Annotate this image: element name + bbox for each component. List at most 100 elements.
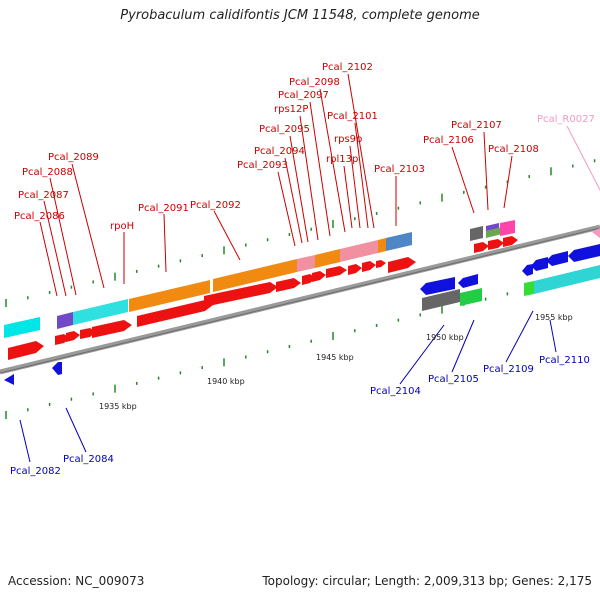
gene-arrow-2109-b bbox=[531, 257, 548, 271]
feature-bar-2103 bbox=[386, 232, 412, 251]
leader-line bbox=[299, 115, 319, 241]
gene-arrow-2103 bbox=[388, 257, 416, 273]
label-pcal-2084: Pcal_2084 bbox=[63, 454, 114, 465]
gene-arrow-rps12p bbox=[326, 266, 347, 278]
gene-arrow-rpoh-a bbox=[92, 320, 132, 338]
feature-bar-2108 bbox=[500, 220, 515, 236]
gene-arrow-2104-b bbox=[458, 274, 478, 288]
feature-bar-2092 bbox=[213, 259, 297, 292]
genome-axis bbox=[0, 224, 600, 375]
tick-row-lower bbox=[5, 271, 596, 419]
gene-arrow-2102 bbox=[376, 260, 386, 268]
tick-row-upper bbox=[5, 159, 596, 307]
leader-line bbox=[347, 73, 375, 229]
leader-line bbox=[163, 213, 167, 273]
gene-arrow-2097 bbox=[348, 264, 362, 275]
scale-label-1940: 1940 kbp bbox=[207, 377, 245, 386]
label-rps9p: rps9p bbox=[334, 134, 362, 145]
leader-line bbox=[284, 157, 303, 244]
map-title: Pyrobaculum calidifontis JCM 11548, comp… bbox=[120, 8, 480, 23]
label-pcal-2110: Pcal_2110 bbox=[539, 355, 590, 366]
leader-line bbox=[19, 419, 31, 463]
leader-line bbox=[483, 131, 489, 211]
leader-line bbox=[49, 177, 77, 296]
label-pcal-2097: Pcal_2097 bbox=[278, 90, 329, 101]
leader-line bbox=[309, 101, 331, 237]
gene-arrow-2084 bbox=[52, 362, 62, 375]
label-pcal-2106: Pcal_2106 bbox=[423, 135, 474, 146]
feature-bar-2109 bbox=[524, 281, 534, 296]
feature-bar-2094 bbox=[297, 255, 315, 272]
leader-line bbox=[71, 163, 105, 289]
label-pcal-2082: Pcal_2082 bbox=[10, 466, 61, 477]
label-leader-lines bbox=[19, 73, 600, 463]
label-pcal-2109: Pcal_2109 bbox=[483, 364, 534, 375]
leader-line bbox=[65, 407, 87, 453]
label-pcal-2092: Pcal_2092 bbox=[190, 200, 241, 211]
leader-line bbox=[39, 221, 58, 297]
leader-line bbox=[343, 165, 353, 229]
label-pcal-2087: Pcal_2087 bbox=[18, 190, 69, 201]
gene-arrow-2095 bbox=[312, 271, 326, 282]
leader-line bbox=[277, 171, 296, 247]
label-pcal-2094: Pcal_2094 bbox=[254, 146, 305, 157]
gene-arrow-2110-b bbox=[568, 244, 600, 262]
label-pcal-2091: Pcal_2091 bbox=[138, 203, 189, 214]
forward-labels: Pcal_2086 Pcal_2087 Pcal_2088 Pcal_2089 … bbox=[14, 62, 595, 232]
gene-arrow-2108 bbox=[503, 236, 518, 247]
leader-line bbox=[289, 135, 309, 243]
reverse-features bbox=[4, 244, 600, 385]
leader-line bbox=[213, 210, 241, 261]
rna-mark-r0027 bbox=[592, 228, 600, 238]
feature-bar-2110 bbox=[534, 265, 600, 294]
leader-line bbox=[566, 125, 600, 191]
label-pcal-2088: Pcal_2088 bbox=[22, 167, 73, 178]
gene-arrow-2106 bbox=[474, 242, 489, 253]
gene-arrow-2107 bbox=[488, 239, 504, 250]
gene-arrow-2088 bbox=[66, 331, 80, 342]
gene-arrow-2104-a bbox=[420, 277, 455, 295]
leader-line bbox=[43, 200, 67, 297]
label-pcal-2105: Pcal_2105 bbox=[428, 374, 479, 385]
forward-small-features bbox=[470, 220, 600, 241]
label-pcal-2103: Pcal_2103 bbox=[374, 164, 425, 175]
leader-line bbox=[451, 319, 475, 373]
genome-info-text: Topology: circular; Length: 2,009,313 bp… bbox=[262, 574, 592, 588]
scale-label-1935: 1935 kbp bbox=[99, 402, 137, 411]
gene-arrow-2093 bbox=[276, 278, 301, 292]
leader-line bbox=[505, 310, 534, 363]
label-pcal-2095: Pcal_2095 bbox=[259, 124, 310, 135]
accession-text: Accession: NC_009073 bbox=[8, 574, 145, 588]
leader-line bbox=[354, 122, 369, 229]
label-pcal-2102: Pcal_2102 bbox=[322, 62, 373, 73]
leader-line bbox=[549, 319, 557, 353]
label-pcal-2104: Pcal_2104 bbox=[370, 386, 421, 397]
gene-arrow-2092 bbox=[204, 282, 278, 307]
gene-arrow-2109 bbox=[522, 264, 533, 276]
gene-arrow-2098 bbox=[362, 261, 376, 272]
leader-line bbox=[349, 145, 361, 229]
forward-feature-bars bbox=[4, 232, 412, 338]
gene-arrow-2110-a bbox=[546, 251, 568, 266]
gene-arrow-rpoh-b bbox=[137, 300, 213, 327]
label-pcal-2101: Pcal_2101 bbox=[327, 111, 378, 122]
label-pcal-2108: Pcal_2108 bbox=[488, 144, 539, 155]
reverse-labels: Pcal_2082 Pcal_2084 Pcal_2104 Pcal_2105 … bbox=[10, 355, 590, 477]
feature-bar-2088 bbox=[57, 312, 73, 329]
leader-line bbox=[503, 155, 513, 209]
leader-line bbox=[451, 146, 475, 214]
scale-label-1950: 1950 kbp bbox=[426, 333, 464, 342]
feature-bar-2107 bbox=[486, 223, 499, 231]
feature-bar-2095 bbox=[315, 249, 340, 268]
gene-arrow-2086 bbox=[8, 341, 44, 360]
feature-bar-2098 bbox=[340, 240, 378, 262]
feature-bar-2106 bbox=[470, 226, 483, 241]
label-pcal-r0027: Pcal_R0027 bbox=[537, 114, 595, 125]
leader-line bbox=[399, 324, 445, 385]
feature-bar-2107b bbox=[486, 227, 502, 238]
feature-bar-2101 bbox=[378, 238, 386, 253]
gene-arrow-2082 bbox=[4, 374, 14, 385]
feature-bar-2086 bbox=[4, 317, 40, 338]
label-rpl13p: rpl13p bbox=[326, 154, 358, 165]
